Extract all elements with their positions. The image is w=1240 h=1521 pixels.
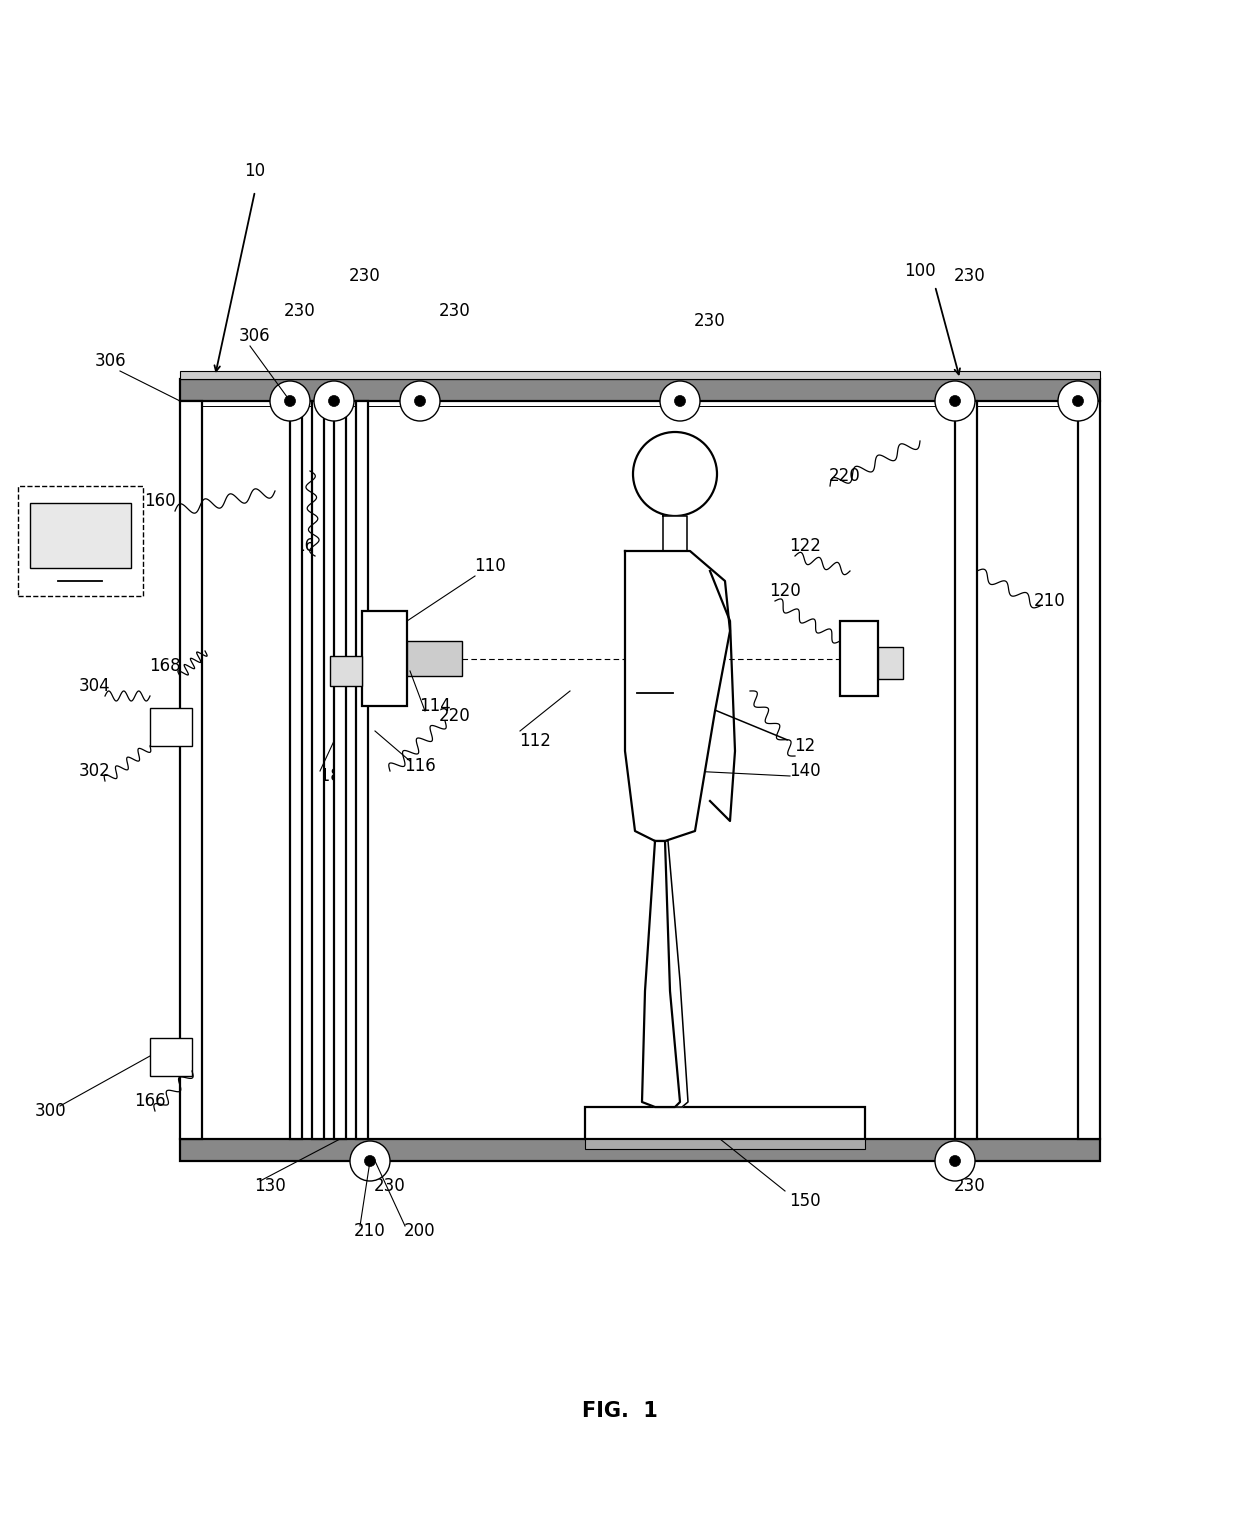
Text: 100: 100 — [904, 262, 936, 280]
Bar — [839, 621, 878, 697]
Bar — [150, 1037, 192, 1075]
Text: 140: 140 — [789, 762, 821, 780]
Text: 230: 230 — [694, 312, 725, 330]
Text: 116: 116 — [404, 757, 436, 776]
Text: 230: 230 — [350, 268, 381, 284]
Bar — [19, 487, 143, 596]
Text: 400: 400 — [64, 551, 95, 567]
Bar — [180, 379, 1100, 402]
Bar — [330, 656, 362, 686]
Text: 168: 168 — [149, 657, 181, 675]
Bar — [180, 402, 202, 1139]
Bar — [585, 1107, 866, 1139]
Text: 220: 220 — [439, 707, 471, 726]
Circle shape — [935, 1141, 975, 1180]
Text: 114: 114 — [419, 697, 451, 715]
Circle shape — [950, 395, 961, 406]
Circle shape — [935, 380, 975, 421]
Polygon shape — [642, 841, 680, 1107]
Polygon shape — [652, 841, 688, 1107]
Text: FIG.  1: FIG. 1 — [582, 1401, 658, 1421]
Circle shape — [329, 395, 340, 406]
Text: 12: 12 — [795, 738, 816, 754]
Circle shape — [660, 380, 701, 421]
Bar — [312, 402, 324, 1139]
Bar — [955, 402, 977, 1139]
Circle shape — [401, 380, 440, 421]
Text: 166: 166 — [134, 1092, 166, 1110]
Circle shape — [414, 395, 425, 406]
Text: 230: 230 — [954, 1177, 986, 1196]
Text: 130: 130 — [254, 1177, 286, 1196]
Circle shape — [314, 380, 353, 421]
Text: 160: 160 — [144, 491, 176, 510]
Text: 230: 230 — [374, 1177, 405, 1196]
Text: 302: 302 — [79, 762, 110, 780]
Text: 230: 230 — [284, 303, 316, 319]
Text: 306: 306 — [94, 351, 125, 370]
Bar — [1078, 402, 1100, 1139]
Bar — [356, 402, 368, 1139]
Circle shape — [270, 380, 310, 421]
Text: 118: 118 — [309, 767, 341, 785]
Circle shape — [632, 432, 717, 516]
Text: 200: 200 — [404, 1221, 435, 1240]
Circle shape — [675, 395, 686, 406]
Bar — [585, 1139, 866, 1148]
Circle shape — [350, 1141, 391, 1180]
Text: 210: 210 — [355, 1221, 386, 1240]
Text: 112: 112 — [520, 732, 551, 750]
Bar — [180, 1139, 1100, 1161]
Bar — [180, 371, 1100, 379]
Text: 11: 11 — [645, 662, 666, 680]
Text: 230: 230 — [439, 303, 471, 319]
Polygon shape — [663, 516, 687, 551]
Circle shape — [1058, 380, 1097, 421]
Text: 122: 122 — [789, 537, 821, 555]
Bar — [878, 646, 903, 678]
Circle shape — [365, 1156, 376, 1167]
Text: 120: 120 — [769, 583, 801, 599]
Text: 150: 150 — [789, 1192, 821, 1211]
Circle shape — [284, 395, 295, 406]
Text: 110: 110 — [474, 557, 506, 575]
Text: 169: 169 — [294, 537, 326, 555]
Bar — [290, 402, 303, 1139]
Bar — [407, 640, 463, 675]
Bar — [30, 503, 131, 567]
Text: 10: 10 — [244, 163, 265, 179]
Bar — [334, 402, 346, 1139]
Circle shape — [950, 1156, 961, 1167]
Text: 230: 230 — [954, 268, 986, 284]
Bar — [150, 707, 192, 745]
Text: 306: 306 — [239, 327, 270, 345]
Text: 220: 220 — [830, 467, 861, 485]
Bar — [362, 611, 407, 706]
Polygon shape — [625, 551, 730, 841]
Text: 300: 300 — [35, 1103, 66, 1119]
Text: 210: 210 — [1034, 592, 1066, 610]
Text: 304: 304 — [79, 677, 110, 695]
Circle shape — [1073, 395, 1084, 406]
